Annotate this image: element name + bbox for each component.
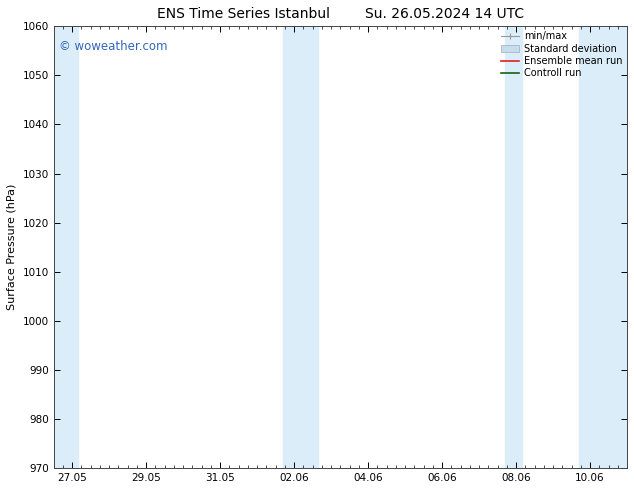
Y-axis label: Surface Pressure (hPa): Surface Pressure (hPa)	[7, 184, 17, 311]
Text: © woweather.com: © woweather.com	[60, 40, 168, 52]
Bar	[579, 26, 627, 468]
Bar	[505, 26, 522, 468]
Bar	[283, 26, 318, 468]
Legend: min/max, Standard deviation, Ensemble mean run, Controll run: min/max, Standard deviation, Ensemble me…	[500, 29, 624, 80]
Bar	[54, 26, 77, 468]
Title: ENS Time Series Istanbul        Su. 26.05.2024 14 UTC: ENS Time Series Istanbul Su. 26.05.2024 …	[157, 7, 524, 21]
